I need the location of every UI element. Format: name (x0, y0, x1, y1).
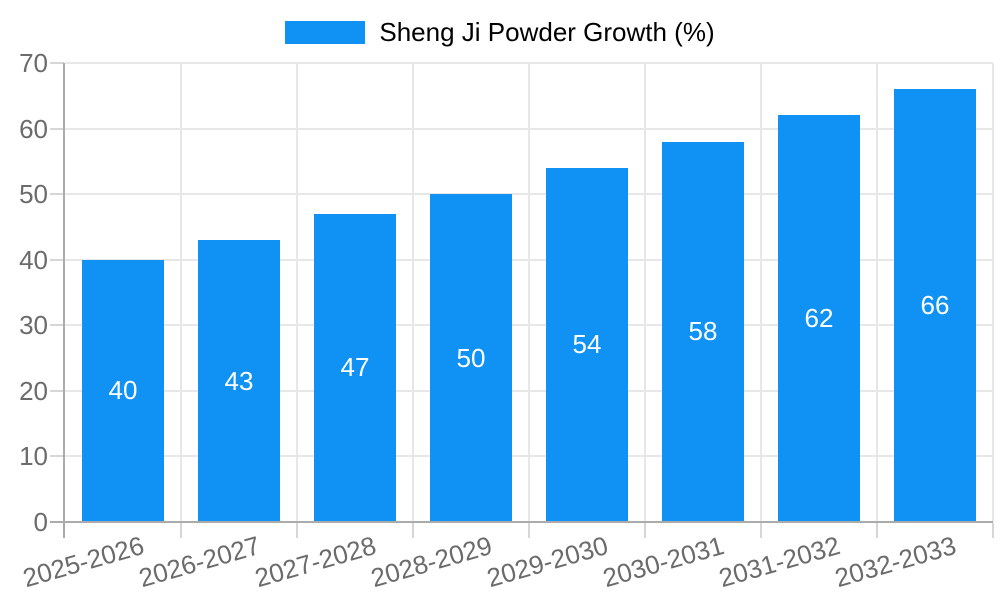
bar-value-label: 62 (804, 303, 834, 334)
x-axis-tick-label: 2027-2028 (251, 530, 379, 594)
y-axis-tick (50, 389, 64, 392)
bar-value-label: 66 (920, 290, 950, 321)
bar-value-label: 40 (108, 375, 138, 406)
x-gridline (992, 63, 994, 522)
x-axis-tick (992, 523, 994, 538)
bar-value-label: 43 (224, 365, 254, 396)
bar-value-label: 58 (688, 316, 718, 347)
y-axis-tick-label: 30 (19, 310, 48, 341)
x-axis-line (50, 521, 993, 523)
y-axis-tick-label: 0 (33, 507, 48, 537)
x-axis-tick (644, 523, 646, 538)
x-axis-tick-label: 2031-2032 (715, 530, 843, 594)
x-axis-tick-label: 2030-2031 (599, 530, 727, 594)
x-axis-tick-label: 2032-2033 (831, 530, 959, 594)
x-axis-tick (760, 523, 762, 538)
legend[interactable]: Sheng Ji Powder Growth (%) (0, 17, 1000, 47)
x-axis-tick (180, 523, 182, 538)
x-axis-tick-label: 2026-2027 (135, 530, 263, 594)
x-axis-tick-label: 2025-2026 (19, 530, 147, 594)
y-axis-tick-label: 70 (19, 48, 48, 78)
y-axis-line (63, 63, 65, 538)
y-axis-tick-label: 40 (19, 244, 48, 275)
y-axis-tick-label: 20 (19, 375, 48, 406)
y-axis-tick (50, 258, 64, 261)
y-axis-tick (50, 62, 64, 64)
y-axis-tick (50, 455, 64, 458)
x-axis-tick-label: 2029-2030 (483, 530, 611, 594)
x-gridline (760, 63, 762, 522)
bar-value-label: 54 (572, 329, 602, 360)
bar[interactable]: 50 (430, 194, 512, 522)
x-gridline (296, 63, 298, 522)
y-axis-tick-label: 60 (19, 113, 48, 144)
x-axis-tick-label: 2028-2029 (367, 530, 495, 594)
bar[interactable]: 62 (778, 115, 860, 522)
bar-value-label: 47 (340, 352, 370, 383)
y-axis-tick (50, 324, 64, 327)
bar[interactable]: 66 (894, 89, 976, 522)
y-axis-tick (50, 127, 64, 130)
bar[interactable]: 47 (314, 213, 396, 522)
legend-label: Sheng Ji Powder Growth (%) (379, 17, 715, 47)
x-axis-tick (412, 523, 414, 538)
y-axis-tick (50, 193, 64, 196)
x-axis-tick (296, 523, 298, 538)
x-gridline (528, 63, 530, 522)
legend-swatch (285, 20, 366, 44)
x-gridline (180, 63, 182, 522)
bar-value-label: 50 (456, 342, 486, 373)
bar[interactable]: 54 (546, 167, 628, 522)
y-axis-tick-label: 10 (19, 441, 48, 472)
x-gridline (644, 63, 646, 522)
x-axis-tick (876, 523, 878, 538)
x-gridline (412, 63, 414, 522)
y-axis-tick-label: 50 (19, 179, 48, 210)
bar[interactable]: 40 (82, 259, 164, 522)
x-gridline (876, 63, 878, 522)
bar[interactable]: 58 (662, 141, 744, 522)
bar[interactable]: 43 (198, 240, 280, 522)
x-axis-tick (528, 523, 530, 538)
